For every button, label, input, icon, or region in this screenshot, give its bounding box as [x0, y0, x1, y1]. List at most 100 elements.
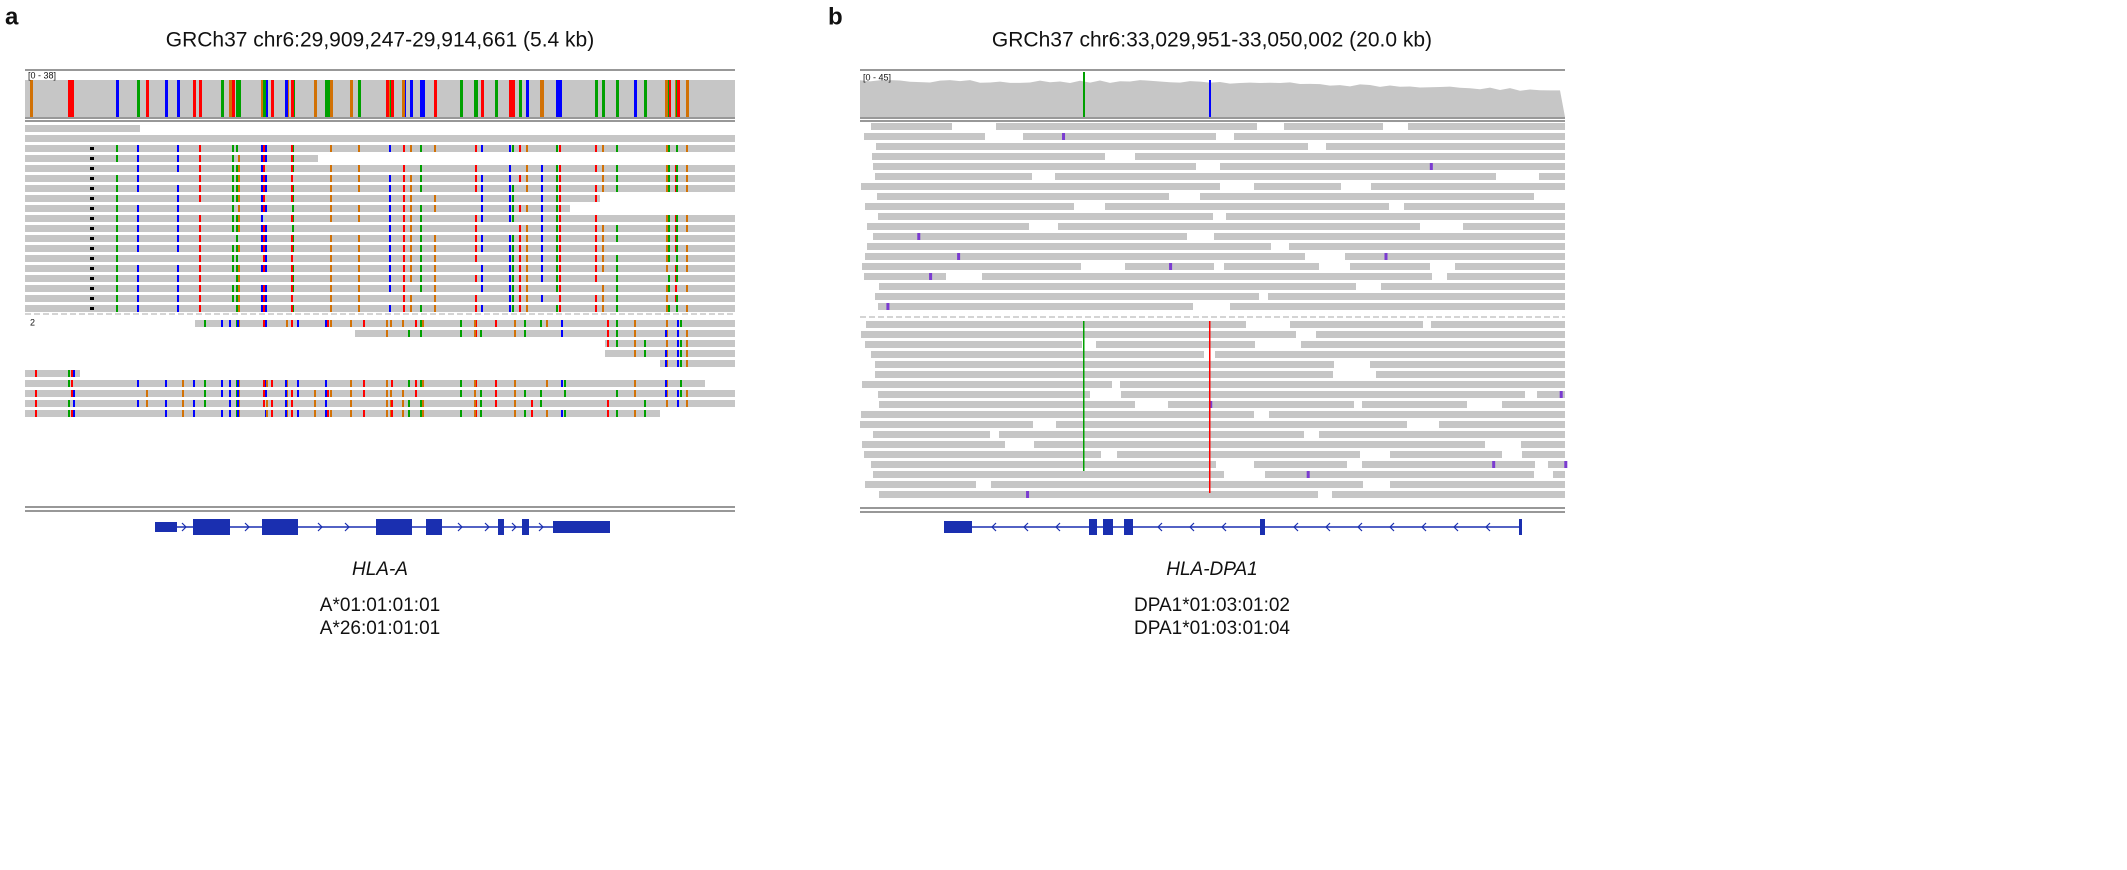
coverage-variant: [495, 80, 498, 117]
mismatch: [330, 195, 332, 202]
mismatch: [526, 205, 528, 212]
mismatch: [90, 187, 94, 190]
mismatch: [665, 350, 667, 357]
mismatch: [71, 410, 73, 417]
mismatch: [182, 380, 184, 387]
mismatch: [434, 195, 436, 202]
mismatch: [389, 215, 391, 222]
mismatch: [408, 400, 410, 407]
mismatch: [116, 265, 118, 272]
read: [1521, 441, 1565, 448]
mismatch: [266, 410, 268, 417]
mismatch: [199, 215, 201, 222]
mismatch: [182, 410, 184, 417]
read: [25, 245, 735, 252]
mismatch: [526, 305, 528, 312]
mismatch: [137, 215, 139, 222]
mismatch: [410, 215, 412, 222]
read: [1226, 213, 1565, 220]
mismatch: [509, 195, 511, 202]
mismatch: [236, 185, 238, 192]
mismatch: [556, 235, 558, 242]
mismatch: [410, 225, 412, 232]
mismatch: [68, 410, 70, 417]
coverage-variant: [410, 80, 413, 117]
read: [865, 253, 1305, 260]
insertion: [1026, 491, 1030, 498]
mismatch: [90, 207, 94, 210]
mismatch: [165, 380, 167, 387]
read: [991, 481, 1363, 488]
mismatch: [314, 410, 316, 417]
read: [873, 163, 1196, 170]
mismatch: [90, 287, 94, 290]
mismatch: [509, 165, 511, 172]
mismatch: [199, 255, 201, 262]
mismatch: [680, 340, 682, 347]
mismatch: [263, 245, 265, 252]
mismatch: [420, 320, 422, 327]
mismatch: [236, 175, 238, 182]
mismatch: [236, 215, 238, 222]
mismatch: [358, 235, 360, 242]
mismatch: [177, 235, 179, 242]
coverage-variant: [519, 80, 522, 117]
mismatch: [475, 175, 477, 182]
mismatch: [541, 265, 543, 272]
mismatch: [137, 185, 139, 192]
mismatch: [193, 400, 195, 407]
mismatch: [238, 175, 240, 182]
mismatch: [616, 305, 618, 312]
mismatch: [475, 165, 477, 172]
read: [1539, 173, 1565, 180]
mismatch: [35, 400, 37, 407]
mismatch: [232, 245, 234, 252]
read: [1254, 183, 1341, 190]
mismatch: [460, 380, 462, 387]
panel-label: a: [5, 3, 19, 30]
mismatch: [616, 185, 618, 192]
mismatch: [350, 410, 352, 417]
mismatch: [460, 410, 462, 417]
mismatch: [677, 320, 679, 327]
mismatch: [677, 340, 679, 347]
coverage-variant: [526, 80, 529, 117]
mismatch: [330, 305, 332, 312]
mismatch: [330, 295, 332, 302]
mismatch: [616, 265, 618, 272]
mismatch: [402, 400, 404, 407]
read: [873, 233, 1187, 240]
read: [879, 491, 1318, 498]
mismatch: [261, 305, 263, 312]
mismatch: [546, 410, 548, 417]
mismatch: [602, 245, 604, 252]
read: [25, 400, 735, 407]
mismatch: [237, 380, 239, 387]
allele: DPA1*01:03:01:04: [1134, 618, 1290, 639]
coverage-range: [0 - 38]: [28, 70, 56, 80]
mismatch: [358, 245, 360, 252]
read: [1034, 441, 1485, 448]
read: [25, 390, 735, 397]
mismatch: [314, 390, 316, 397]
mismatch: [595, 235, 597, 242]
mismatch: [261, 295, 263, 302]
mismatch: [561, 410, 563, 417]
mismatch: [137, 380, 139, 387]
insertion: [1384, 253, 1388, 260]
mismatch: [327, 320, 329, 327]
read: [996, 123, 1257, 130]
mismatch: [68, 370, 70, 377]
mismatch: [232, 205, 234, 212]
mismatch: [403, 205, 405, 212]
mismatch: [556, 275, 558, 282]
read: [1345, 253, 1565, 260]
locus-title: GRCh37 chr6:33,029,951-33,050,002 (20.0 …: [992, 29, 1432, 52]
mismatch: [73, 390, 75, 397]
read: [1319, 431, 1565, 438]
mismatch: [410, 195, 412, 202]
read: [1055, 173, 1496, 180]
mismatch: [291, 195, 293, 202]
mismatch: [261, 145, 263, 152]
mismatch: [221, 390, 223, 397]
